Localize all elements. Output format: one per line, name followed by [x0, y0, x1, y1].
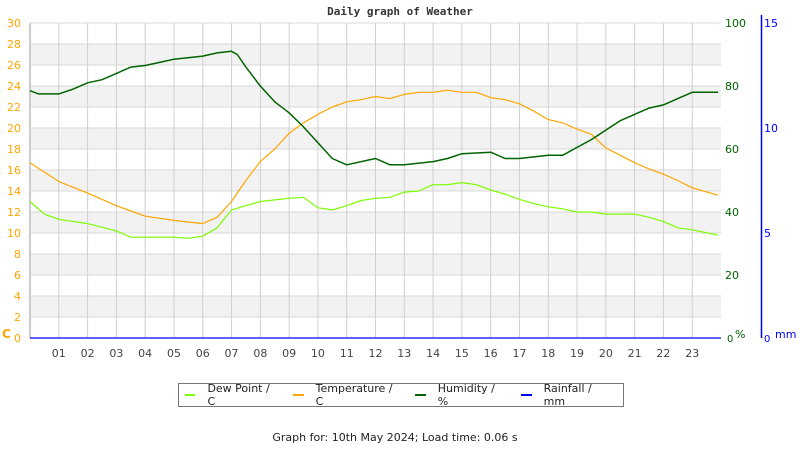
- x-tick-label: 16: [484, 347, 498, 360]
- legend-label: Dew Point / C: [207, 382, 270, 408]
- x-tick-label: 08: [253, 347, 267, 360]
- footer-status: Graph for: 10th May 2024; Load time: 0.0…: [272, 431, 518, 444]
- y-rain-tick-label: 0: [764, 334, 770, 345]
- y-humidity-tick-label: 80: [725, 80, 739, 93]
- y-left-tick-label: 30: [7, 17, 21, 30]
- x-tick-label: 06: [196, 347, 210, 360]
- x-tick-label: 02: [81, 347, 95, 360]
- series-line-dew: [29, 182, 719, 239]
- x-tick-label: 09: [282, 347, 296, 360]
- x-tick-label: 15: [455, 347, 469, 360]
- y-left-tick-label: 4: [14, 290, 21, 303]
- rainfall-swatch: [521, 394, 532, 396]
- x-tick-label: 07: [225, 347, 239, 360]
- y-humidity-tick-label: 40: [725, 206, 739, 219]
- x-tick-label: 01: [52, 347, 66, 360]
- x-tick-label: 18: [541, 347, 555, 360]
- y-left-tick-label: 22: [7, 101, 21, 114]
- y-rain-unit-label: mm: [775, 328, 796, 341]
- x-tick-label: 19: [570, 347, 584, 360]
- y-humidity-tick-label: 0: [727, 334, 733, 345]
- x-tick-label: 03: [109, 347, 123, 360]
- y-humidity-tick-label: 60: [725, 143, 739, 156]
- legend: Dew Point / C Temperature / C Humidity /…: [178, 382, 624, 408]
- y-left-tick-label: 14: [7, 185, 21, 198]
- x-tick-label: 21: [628, 347, 642, 360]
- x-tick-label: 23: [685, 347, 699, 360]
- y-humidity-tick-label: 100: [725, 17, 746, 30]
- y-left-tick-label: 24: [7, 80, 21, 93]
- legend-label: Humidity / %: [437, 382, 495, 408]
- legend-item-humidity: Humidity / %: [415, 382, 505, 408]
- y-rain-tick-label: 5: [764, 227, 771, 240]
- y-left-tick-label: 0: [14, 332, 21, 345]
- dew-point-swatch: [185, 394, 196, 396]
- x-tick-label: 20: [599, 347, 613, 360]
- y-left-tick-label: 10: [7, 227, 21, 240]
- legend-label: Temperature / C: [315, 382, 393, 408]
- x-tick-label: 14: [426, 347, 440, 360]
- y-left-tick-label: 12: [7, 206, 21, 219]
- chart-title: Daily graph of Weather: [327, 5, 473, 18]
- humidity-swatch: [415, 394, 426, 396]
- x-tick-label: 13: [397, 347, 411, 360]
- legend-item-dew-point: Dew Point / C: [185, 382, 277, 408]
- series-line-humidity: [29, 50, 719, 166]
- y-left-tick-label: 8: [14, 248, 21, 261]
- series-lines: [29, 50, 721, 339]
- y-left-tick-label: 2: [14, 311, 21, 324]
- y-humidity-tick-label: 20: [725, 269, 739, 282]
- y-left-tick-label: 26: [7, 59, 21, 72]
- y-left-tick-label: 20: [7, 122, 21, 135]
- x-tick-label: 17: [512, 347, 526, 360]
- x-tick-label: 11: [340, 347, 354, 360]
- y-left-tick-label: 18: [7, 143, 21, 156]
- x-tick-label: 10: [311, 347, 325, 360]
- x-tick-label: 04: [138, 347, 152, 360]
- x-tick-label: 05: [167, 347, 181, 360]
- x-tick-label: 22: [656, 347, 670, 360]
- temperature-swatch: [293, 394, 304, 396]
- series-line-temperature: [29, 89, 719, 225]
- legend-label: Rainfall / mm: [543, 382, 592, 408]
- y-left-tick-label: 28: [7, 38, 21, 51]
- legend-item-temperature: Temperature / C: [293, 382, 399, 408]
- y-rain-tick-label: 10: [764, 122, 778, 135]
- x-tick-label: 12: [369, 347, 383, 360]
- y-humidity-unit-label: %: [735, 328, 745, 341]
- y-left-unit-label: C: [2, 327, 11, 341]
- legend-item-rainfall: Rainfall / mm: [521, 382, 613, 408]
- y-left-tick-label: 6: [14, 269, 21, 282]
- y-rain-tick-label: 15: [764, 17, 778, 30]
- y-left-tick-label: 16: [7, 164, 21, 177]
